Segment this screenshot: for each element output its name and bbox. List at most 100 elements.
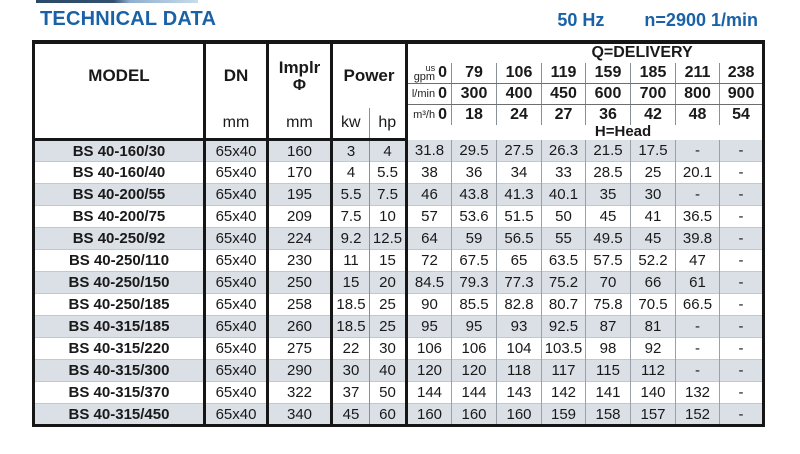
head-value-cell: 31.8 bbox=[405, 139, 452, 162]
header-row-head: H=Head bbox=[34, 124, 764, 140]
delivery-zero-value: 0 bbox=[438, 63, 447, 81]
head-value-cell: 160 bbox=[451, 403, 497, 426]
power-hp-cell: 50 bbox=[369, 381, 407, 404]
power-hp-cell: 25 bbox=[369, 315, 407, 338]
dn-cell: 65x40 bbox=[203, 139, 268, 162]
head-value-cell: 152 bbox=[675, 403, 720, 426]
head-value-cell: 72 bbox=[405, 249, 452, 272]
power-kw-cell: 15 bbox=[330, 271, 370, 294]
head-value-cell: 39.8 bbox=[675, 227, 720, 250]
delivery-zero-value: 0 bbox=[438, 105, 447, 123]
head-value-cell: 120 bbox=[405, 359, 452, 382]
col-header-dn: DN mm bbox=[203, 42, 268, 141]
head-value-cell: 160 bbox=[405, 403, 452, 426]
head-value-cell: - bbox=[675, 183, 720, 206]
power-kw-cell: 5.5 bbox=[330, 183, 370, 206]
dn-cell: 65x40 bbox=[203, 315, 268, 338]
power-hp-cell: 60 bbox=[369, 403, 407, 426]
head-value-cell: 104 bbox=[496, 337, 542, 360]
impeller-cell: 224 bbox=[266, 227, 332, 250]
head-value-cell: 28.5 bbox=[585, 161, 631, 184]
head-value-cell: - bbox=[718, 359, 764, 382]
delivery-value: 79 bbox=[451, 62, 497, 84]
delivery-value: 400 bbox=[496, 83, 542, 105]
head-value-cell: 41.3 bbox=[496, 183, 542, 206]
head-value-cell: 17.5 bbox=[630, 139, 676, 162]
head-value-cell: - bbox=[718, 293, 764, 316]
head-value-cell: 92.5 bbox=[541, 315, 586, 338]
head-value-cell: 75.8 bbox=[585, 293, 631, 316]
head-value-cell: 36 bbox=[451, 161, 497, 184]
head-value-cell: 46 bbox=[405, 183, 452, 206]
model-unit-spacer bbox=[35, 108, 203, 137]
model-label: MODEL bbox=[88, 66, 150, 86]
dn-cell: 65x40 bbox=[203, 359, 268, 382]
delivery-unit-text: l/min bbox=[411, 87, 436, 100]
impeller-cell: 260 bbox=[266, 315, 332, 338]
head-value-cell: - bbox=[718, 139, 764, 162]
head-value-cell: 118 bbox=[496, 359, 542, 382]
table-row: BS 40-160/40 65x40 170 4 5.5 38 36 34 33 28.5 25 20… bbox=[33, 161, 764, 184]
power-kw-cell: 18.5 bbox=[330, 293, 370, 316]
delivery-value: 106 bbox=[496, 62, 542, 84]
power-kw-cell: 4 bbox=[330, 161, 370, 184]
delivery-value: 36 bbox=[585, 104, 631, 125]
dn-cell: 65x40 bbox=[203, 381, 268, 404]
head-value-cell: 103.5 bbox=[541, 337, 586, 360]
head-value-cell: 92 bbox=[630, 337, 676, 360]
impeller-diameter-symbol: Φ bbox=[292, 76, 307, 94]
page-title: TECHNICAL DATA bbox=[40, 8, 217, 30]
head-value-cell: 115 bbox=[585, 359, 631, 382]
head-value-cell: 159 bbox=[541, 403, 586, 426]
model-cell: BS 40-315/450 bbox=[33, 403, 205, 426]
model-cell: BS 40-315/220 bbox=[33, 337, 205, 360]
head-value-cell: 35 bbox=[585, 183, 631, 206]
table-header: MODEL DN mm Implr Φ mm bbox=[33, 42, 764, 141]
head-value-cell: 132 bbox=[675, 381, 720, 404]
head-value-cell: 57 bbox=[405, 205, 452, 228]
head-value-cell: 106 bbox=[405, 337, 452, 360]
head-value-cell: 59 bbox=[451, 227, 497, 250]
head-value-cell: 157 bbox=[630, 403, 676, 426]
head-value-cell: 106 bbox=[451, 337, 497, 360]
head-value-cell: 51.5 bbox=[496, 205, 542, 228]
delivery-value: 42 bbox=[630, 104, 676, 125]
impeller-unit: mm bbox=[286, 114, 313, 131]
delivery-value: 24 bbox=[496, 104, 542, 125]
delivery-value: 159 bbox=[585, 62, 631, 84]
head-value-cell: 87 bbox=[585, 315, 631, 338]
impeller-cell: 250 bbox=[266, 271, 332, 294]
head-value-cell: 20.1 bbox=[675, 161, 720, 184]
head-value-cell: 142 bbox=[541, 381, 586, 404]
cropped-text-artifact bbox=[36, 0, 198, 3]
col-header-model: MODEL bbox=[33, 42, 205, 141]
head-value-cell: - bbox=[718, 161, 764, 184]
head-value-cell: 70 bbox=[585, 271, 631, 294]
head-value-cell: 75.2 bbox=[541, 271, 586, 294]
delivery-unit-text-top: us bbox=[425, 62, 436, 73]
head-value-cell: - bbox=[718, 337, 764, 360]
model-cell: BS 40-315/370 bbox=[33, 381, 205, 404]
power-hp-cell: 4 bbox=[369, 139, 407, 162]
table-row: BS 40-250/92 65x40 224 9.2 12.5 64 59 56.5 55 49.… bbox=[33, 227, 764, 250]
head-value-cell: 117 bbox=[541, 359, 586, 382]
head-value-cell: - bbox=[718, 227, 764, 250]
head-value-cell: 70.5 bbox=[630, 293, 676, 316]
head-value-cell: 64 bbox=[405, 227, 452, 250]
table-row: BS 40-200/75 65x40 209 7.5 10 57 53.6 51.5 50 45 4… bbox=[33, 205, 764, 228]
impeller-cell: 340 bbox=[266, 403, 332, 426]
head-value-cell: - bbox=[718, 249, 764, 272]
table-body: BS 40-160/30 65x40 160 3 4 31.8 29.5 27.5 26.3 21… bbox=[33, 139, 764, 426]
model-cell: BS 40-250/92 bbox=[33, 227, 205, 250]
head-value-cell: 45 bbox=[630, 227, 676, 250]
head-value-cell: 41 bbox=[630, 205, 676, 228]
head-value-cell: 112 bbox=[630, 359, 676, 382]
delivery-value: 18 bbox=[451, 104, 497, 125]
table-row: BS 40-315/450 65x40 340 45 60 160 160 160 159 158… bbox=[33, 403, 764, 426]
dn-cell: 65x40 bbox=[203, 271, 268, 294]
dn-unit: mm bbox=[222, 114, 250, 131]
head-value-cell: 85.5 bbox=[451, 293, 497, 316]
head-value-cell: 65 bbox=[496, 249, 542, 272]
head-value-cell: 144 bbox=[405, 381, 452, 404]
head-value-cell: 34 bbox=[496, 161, 542, 184]
